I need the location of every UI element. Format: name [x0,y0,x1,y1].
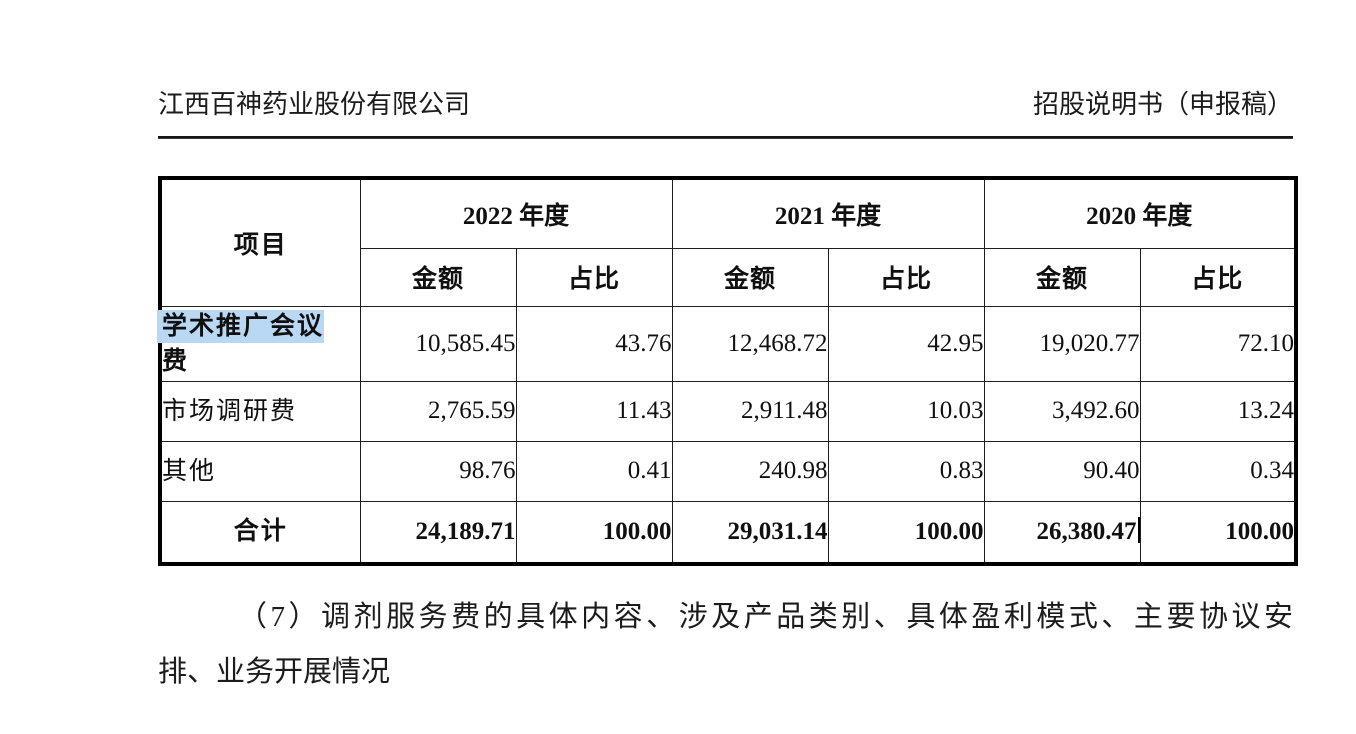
value-cell: 0.41 [515,440,673,502]
page-content: 江西百神药业股份有限公司 招股说明书（申报稿） 项目 2022 年度 2021 … [157,0,1299,700]
value-cell: 29,031.14 [671,500,829,565]
company-name: 江西百神药业股份有限公司 [158,90,471,119]
value-cell: 100.00 [827,500,985,565]
row-label: 学术推广会议费 [157,305,361,382]
value-cell: 10,585.45 [359,305,517,382]
value-cell: 13.24 [1139,380,1297,442]
row-label: 合计 [159,500,361,565]
value-cell: 100.00 [1139,500,1297,565]
value-cell: 42.95 [827,305,985,382]
value-cell: 100.00 [515,500,673,565]
body-paragraph: （7）调剂服务费的具体内容、涉及产品类别、具体盈利模式、主要协议安 排、业务开展… [158,590,1293,700]
row-label: 市场调研费 [159,380,361,442]
text-cursor [1137,517,1140,544]
selection-highlight: 学术推广会议 [157,309,325,343]
table-row: 学术推广会议费 10,585.45 43.76 12,468.72 42.95 19,02… [157,305,1297,382]
value-cell: 72.10 [1139,305,1297,382]
row-label: 其他 [159,440,361,502]
value-cell: 0.34 [1139,440,1297,502]
column-header-year-2020: 2020 年度 [983,177,1297,249]
table-row: 其他 98.76 0.41 240.98 0.83 90.40 0.34 [159,440,1297,502]
subheader-amount-2021: 金额 [671,247,829,307]
value-cell: 26,380.47 [983,500,1141,565]
table-header: 项目 2022 年度 2021 年度 2020 年度 金额 占比 金额 占比 金… [159,177,1297,307]
value-cell: 12,468.72 [671,305,829,382]
value-cell: 3,492.60 [983,380,1141,442]
value-cell: 10.03 [827,380,985,442]
subheader-amount-2020: 金额 [983,247,1141,307]
value-cell: 2,765.59 [359,380,517,442]
value-cell: 98.76 [359,440,517,502]
table-row: 合计 24,189.71 100.00 29,031.14 100.00 26,380.4… [159,500,1297,565]
value-cell: 2,911.48 [671,380,829,442]
value-cell: 240.98 [671,440,829,502]
column-header-item: 项目 [159,177,361,307]
table-row: 市场调研费 2,765.59 11.43 2,911.48 10.03 3,492.60 1… [159,380,1297,442]
subheader-amount-2022: 金额 [359,247,517,307]
value-cell: 43.76 [515,305,673,382]
value-cell: 90.40 [983,440,1141,502]
expense-breakdown-table: 项目 2022 年度 2021 年度 2020 年度 金额 占比 金额 占比 金… [157,176,1299,566]
value-cell: 19,020.77 [983,305,1141,382]
value-cell: 11.43 [515,380,673,442]
subheader-ratio-2022: 占比 [515,247,673,307]
subheader-ratio-2020: 占比 [1139,247,1297,307]
value-cell: 0.83 [827,440,985,502]
document-header: 江西百神药业股份有限公司 招股说明书（申报稿） [158,0,1293,120]
paragraph-line-1: （7）调剂服务费的具体内容、涉及产品类别、具体盈利模式、主要协议安 [238,601,1293,633]
document-title: 招股说明书（申报稿） [1032,90,1293,119]
column-header-year-2022: 2022 年度 [359,177,673,249]
expense-table-body: 学术推广会议费 10,585.45 43.76 12,468.72 42.95 19,02… [157,305,1297,565]
subheader-ratio-2021: 占比 [827,247,985,307]
header-divider-rule [158,136,1293,139]
value-cell: 24,189.71 [359,500,517,565]
column-header-year-2021: 2021 年度 [671,177,985,249]
paragraph-line-2: 排、业务开展情况 [158,656,391,688]
